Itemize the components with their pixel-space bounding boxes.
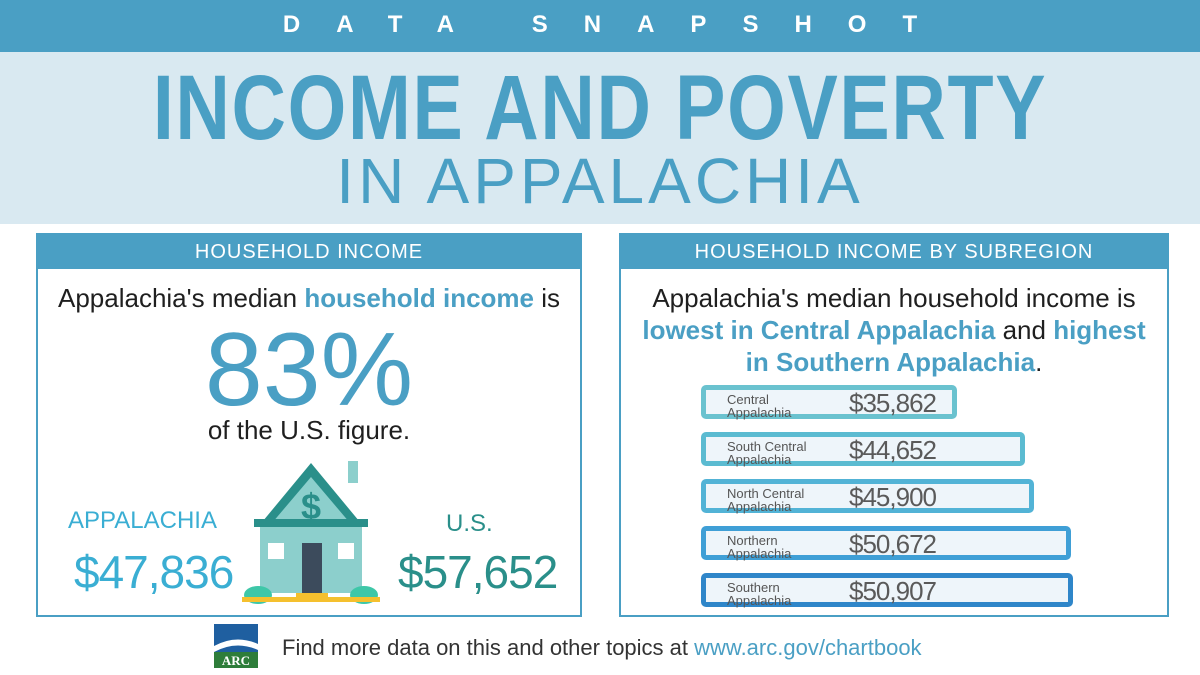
us-income-value: $57,652: [398, 546, 558, 598]
lead-end: .: [1035, 347, 1043, 377]
house-icon: $: [242, 461, 380, 604]
bar-value: $45,900: [849, 482, 937, 512]
bar-label: Central Appalachia: [727, 393, 791, 419]
bar-label: South Central Appalachia: [727, 440, 807, 466]
bar-label-line1: South Central: [727, 439, 807, 454]
footer-text: Find more data on this and other topics …: [282, 635, 922, 661]
top-banner: [0, 0, 1200, 52]
lead-highlight-highest-a: highest: [1053, 315, 1146, 345]
bar-label-line2: Appalachia: [727, 405, 792, 420]
bar-label: North Central Appalachia: [727, 487, 804, 513]
subregion-bar: Southern Appalachia $50,907: [701, 573, 1073, 607]
percent-caption: of the U.S. figure.: [207, 415, 411, 445]
logo-text: ARC: [222, 653, 250, 668]
bar-value: $44,652: [849, 435, 937, 465]
bar-label-line1: Central: [727, 392, 769, 407]
subregion-lead-line2: lowest in Central Appalachia and highest: [621, 315, 1167, 345]
panel-heading: HOUSEHOLD INCOME BY SUBREGION: [621, 235, 1167, 269]
lead-highlight-lowest: lowest in Central Appalachia: [642, 315, 996, 345]
subregion-lead-line3: in Southern Appalachia.: [621, 347, 1167, 377]
title-band: [0, 52, 1200, 224]
bar-label-line1: Northern: [727, 533, 778, 548]
bar-label-line2: Appalachia: [727, 593, 792, 608]
bar-label-line2: Appalachia: [727, 499, 792, 514]
subregion-bar: North Central Appalachia $45,900: [701, 479, 1035, 513]
bar-label: Southern Appalachia: [727, 581, 791, 607]
panel-heading: HOUSEHOLD INCOME: [38, 235, 580, 269]
bar-label-line2: Appalachia: [727, 546, 792, 561]
bar-label: Northern Appalachia: [727, 534, 791, 560]
subregion-income-panel: HOUSEHOLD INCOME BY SUBREGION Appalachia…: [619, 233, 1169, 617]
chartbook-link[interactable]: www.arc.gov/chartbook: [694, 635, 922, 660]
bar-label-line2: Appalachia: [727, 452, 792, 467]
bar-label-line1: Southern: [727, 580, 780, 595]
subregion-bar: Northern Appalachia $50,672: [701, 526, 1072, 560]
lead-highlight: household income: [304, 283, 535, 313]
lead-highlight-highest-b: in Southern Appalachia: [745, 347, 1036, 377]
footer: ARC Find more data on this and other top…: [0, 622, 1200, 675]
page-subtitle: IN APPALACHIA: [336, 145, 864, 217]
household-income-panel: HOUSEHOLD INCOME Appalachia's median hou…: [36, 233, 582, 617]
kicker-label: DATA SNAPSHOT: [282, 11, 954, 38]
lead-prefix: Appalachia's median: [57, 283, 305, 313]
lead-suffix: is: [534, 283, 561, 313]
subregion-lead-line1: Appalachia's median household income is: [652, 283, 1136, 313]
subregion-bar: South Central Appalachia $44,652: [701, 432, 1025, 466]
appalachia-income-value: $47,836: [74, 546, 234, 598]
subregion-bar: Central Appalachia $35,862: [701, 385, 957, 419]
percent-figure: 83%: [204, 312, 414, 428]
bar-value: $35,862: [849, 388, 937, 418]
lead-connector: and: [995, 315, 1054, 345]
bar-value: $50,907: [849, 576, 937, 606]
page-title: INCOME AND POVERTY: [152, 57, 1048, 159]
bar-label-line1: North Central: [727, 486, 805, 501]
income-lead-text: Appalachia's median household income is: [38, 283, 580, 313]
us-label: U.S.: [446, 510, 493, 537]
dollar-sign-icon: $: [301, 486, 321, 527]
footer-lead: Find more data on this and other topics …: [282, 635, 695, 660]
appalachia-label: APPALACHIA: [68, 507, 217, 534]
arc-logo: ARC: [214, 624, 258, 668]
bar-value: $50,672: [849, 529, 937, 559]
